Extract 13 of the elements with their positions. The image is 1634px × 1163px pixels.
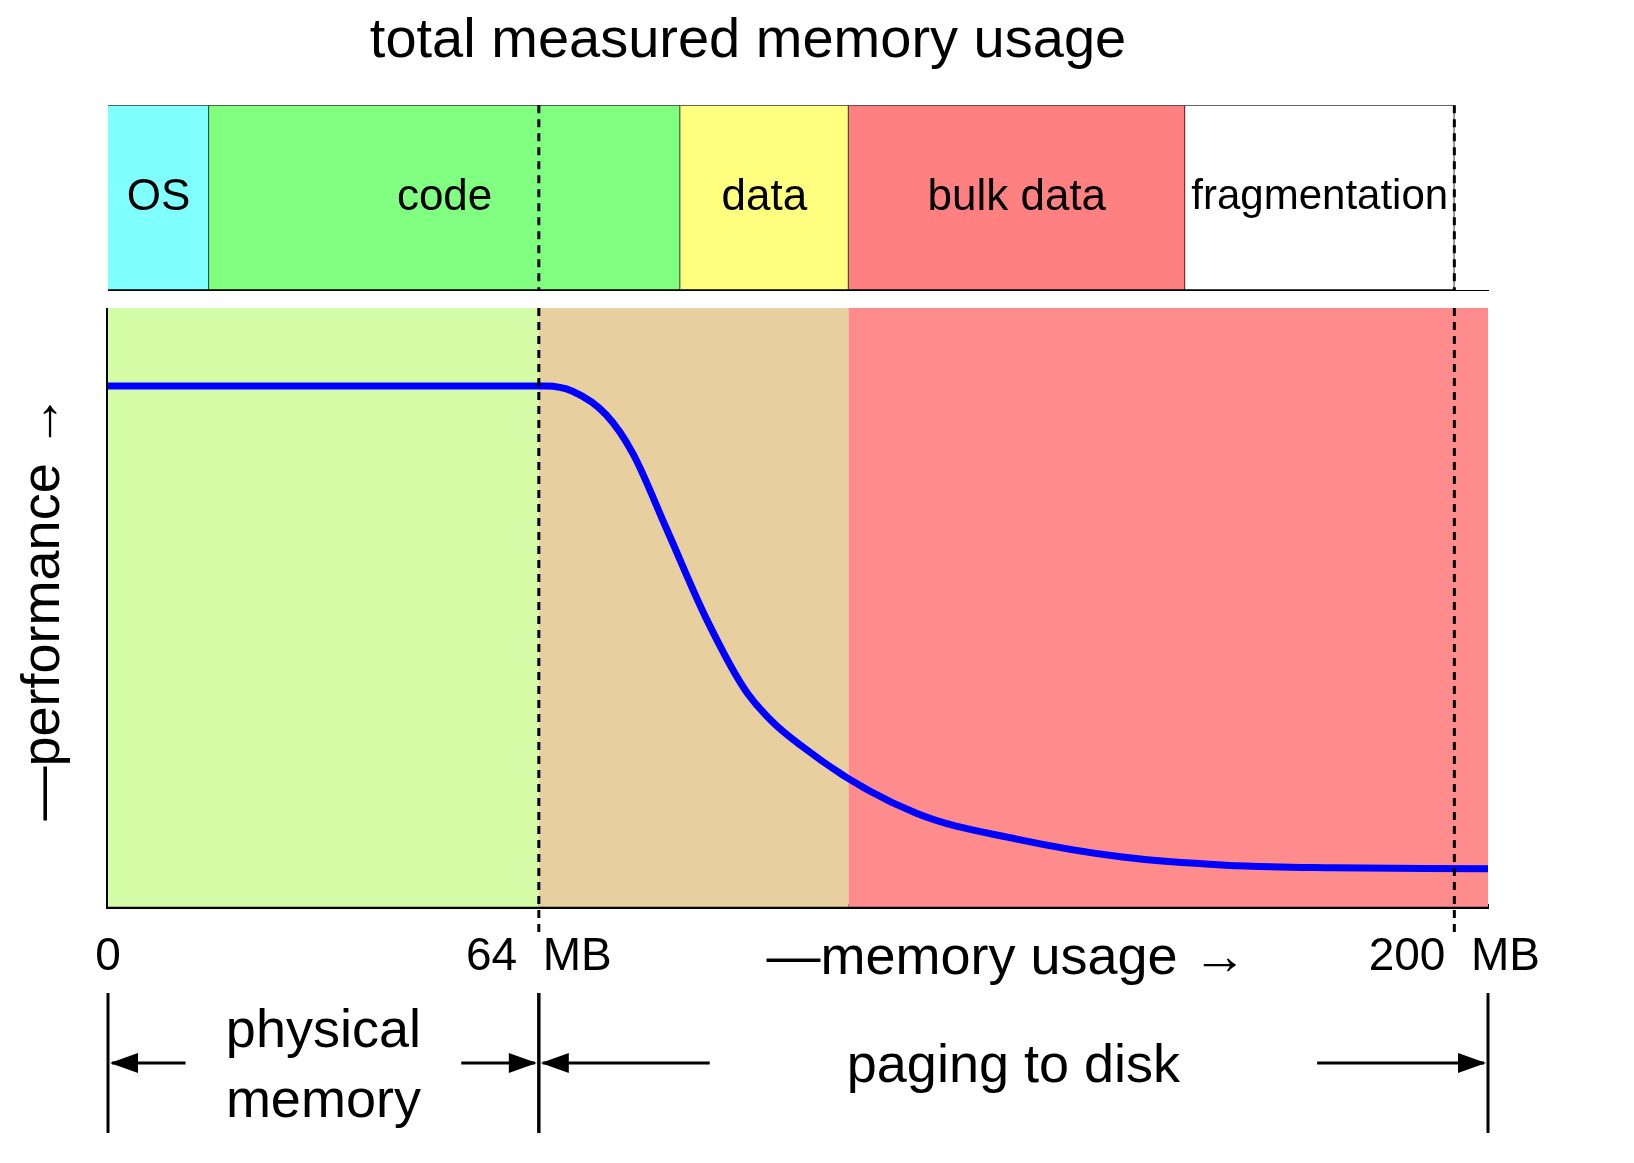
y-axis-title: —performance → xyxy=(10,394,71,821)
x-tick-label: 64 MB xyxy=(465,928,612,981)
series-label: bulk data xyxy=(927,169,1107,219)
x-tick-label: 200 MB xyxy=(1368,928,1540,981)
x-tick-label: 0 xyxy=(95,928,121,981)
series-label: fragmentation xyxy=(1191,171,1449,219)
text: paging to disk xyxy=(845,1032,1181,1095)
series-label: data xyxy=(721,169,808,219)
x-axis-title: —memory usage → xyxy=(766,924,1247,985)
series-label: code xyxy=(396,169,493,219)
text: physical memory xyxy=(224,997,422,1130)
series-label: OS xyxy=(126,169,191,219)
chart-title: total measured memory usage xyxy=(369,6,1127,70)
